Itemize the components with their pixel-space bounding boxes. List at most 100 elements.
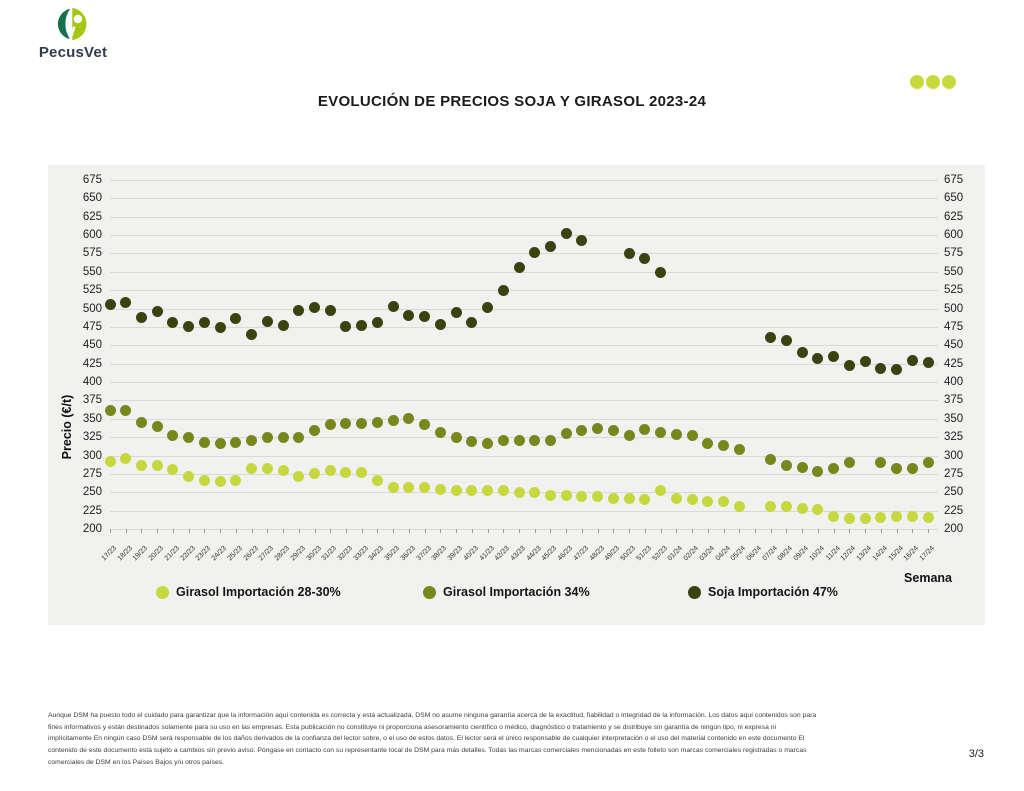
x-tick-mark (644, 529, 646, 533)
x-tick-mark (754, 529, 756, 533)
data-point (293, 471, 305, 483)
decorative-dots-icon (908, 75, 956, 89)
data-point (198, 317, 210, 329)
data-point (544, 489, 556, 501)
disclaimer-text: Aunque DSM ha puesto todo el cuidado par… (48, 710, 948, 768)
x-tick-label-text: 38/23 (430, 545, 449, 563)
data-point (434, 318, 446, 330)
data-point (356, 319, 368, 331)
data-point (843, 457, 855, 469)
data-point (466, 484, 478, 496)
x-tick-mark (235, 529, 237, 533)
data-point (230, 475, 242, 486)
data-point (261, 315, 273, 327)
x-tick-mark (707, 529, 709, 533)
data-point (497, 485, 509, 497)
data-point (403, 412, 415, 424)
y-tick-label: 325 (944, 431, 964, 444)
dot-icon (926, 75, 940, 89)
y-tick-label: 300 (82, 449, 102, 462)
data-point (261, 432, 273, 444)
y-tick-label: 500 (944, 302, 964, 315)
x-tick-mark (802, 529, 804, 533)
data-point (371, 317, 383, 329)
data-point (592, 491, 604, 503)
data-point (529, 246, 541, 258)
x-tick-mark (487, 529, 489, 533)
x-tick-mark (833, 529, 835, 533)
x-tick-label-text: 17/24 (918, 545, 936, 563)
x-tick-mark (424, 529, 426, 533)
x-tick-label-text: 20/23 (147, 545, 166, 563)
x-tick-label-text: 45/23 (541, 545, 559, 563)
data-point (356, 466, 368, 478)
data-point (765, 332, 777, 344)
x-tick-label-text: 46/23 (556, 545, 575, 563)
y-tick-label: 350 (82, 412, 102, 425)
data-point (560, 228, 572, 240)
data-point (891, 463, 903, 475)
series-marker-girasol-28-30-icon (156, 585, 169, 599)
data-point (796, 502, 808, 514)
x-tick-mark (770, 529, 772, 533)
y-tick-label: 475 (82, 320, 102, 333)
data-point (104, 405, 116, 417)
gridline (110, 418, 938, 420)
data-point (560, 427, 572, 439)
data-point (309, 301, 320, 313)
data-point (812, 353, 824, 365)
data-point (529, 435, 541, 447)
x-axis-title: Semana (904, 571, 952, 585)
data-point (419, 482, 431, 494)
x-tick-mark (865, 529, 867, 533)
data-point (309, 467, 320, 479)
data-point (859, 513, 871, 525)
x-tick-mark (471, 529, 473, 533)
y-tick-label: 500 (82, 302, 102, 315)
y-tick-label: 525 (944, 284, 964, 297)
x-tick-mark (786, 529, 788, 533)
y-tick-label: 650 (944, 192, 964, 205)
data-point (151, 420, 163, 432)
gridline (110, 510, 938, 512)
data-point (702, 495, 714, 507)
data-point (812, 466, 824, 478)
data-point (686, 430, 698, 442)
data-point (513, 261, 525, 273)
data-point (261, 462, 273, 474)
disclaimer-line: Aunque DSM ha puesto todo el cuidado par… (48, 712, 817, 719)
data-point (120, 452, 132, 464)
x-tick-label-text: 23/23 (194, 545, 213, 563)
data-point (812, 503, 824, 515)
x-tick-label-text: 04/24 (714, 545, 732, 563)
x-tick-label-text: 07/24 (761, 545, 779, 563)
x-tick-label-text: 32/23 (336, 545, 354, 563)
legend-item-girasol-34: Girasol Importación 34% (423, 585, 590, 599)
data-point (340, 466, 352, 478)
data-point (151, 306, 163, 318)
data-point (214, 322, 226, 334)
data-point (497, 435, 509, 447)
gridline (110, 308, 938, 310)
x-tick-label-text: 30/23 (305, 545, 323, 563)
gridline (110, 400, 938, 402)
data-point (198, 475, 210, 486)
data-point (230, 436, 242, 448)
x-tick-mark (660, 529, 662, 533)
data-point (670, 493, 682, 505)
y-tick-label: 200 (82, 523, 102, 535)
legend-label: Soja Importación 47% (708, 585, 838, 599)
data-point (843, 513, 855, 525)
dot-icon (942, 75, 956, 89)
y-tick-label: 550 (82, 265, 102, 278)
gridline (110, 290, 938, 292)
x-tick-mark (912, 529, 914, 533)
data-point (639, 494, 651, 506)
data-point (497, 284, 509, 296)
x-tick-label-text: 18/23 (116, 545, 134, 563)
data-point (419, 419, 431, 431)
x-tick-label-text: 44/23 (525, 545, 543, 563)
x-tick-label-text: 01/24 (666, 545, 685, 563)
data-point (104, 455, 116, 467)
